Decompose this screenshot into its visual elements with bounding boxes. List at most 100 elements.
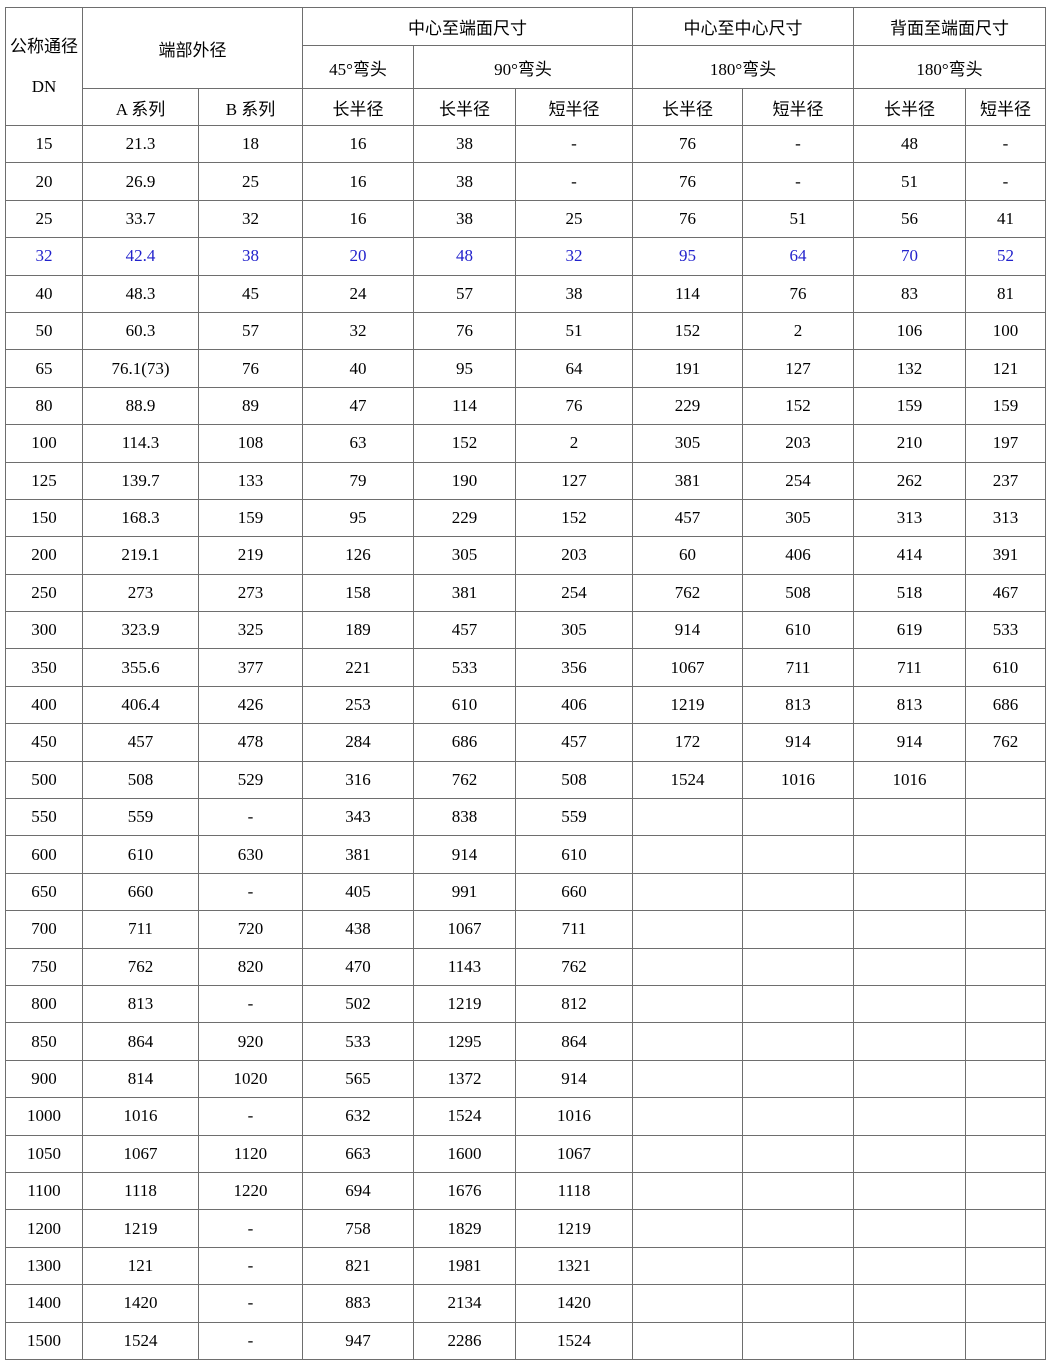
value-cell: 221: [302, 648, 414, 687]
value-cell: 381: [302, 835, 414, 874]
value-cell: 121: [82, 1246, 199, 1286]
value-cell: [965, 1246, 1046, 1286]
table-row: 400 406.4 426 253 610 406 1219 813 813 686: [5, 685, 1046, 725]
header-elbow-45: 45°弯头: [302, 45, 414, 89]
value-cell: 38: [413, 199, 516, 239]
value-cell: 438: [302, 910, 414, 949]
value-cell: -: [198, 1284, 303, 1323]
value-cell: [853, 947, 966, 986]
value-cell: 610: [413, 685, 516, 725]
value-cell: 305: [742, 498, 854, 538]
table-row: 50 60.3 57 32 76 51 152 2 106 100: [5, 311, 1046, 351]
value-cell: [965, 947, 1046, 986]
value-cell: 313: [965, 498, 1046, 538]
value-cell: [742, 1209, 854, 1248]
value-cell: 467: [965, 573, 1046, 613]
value-cell: 1600: [413, 1134, 516, 1173]
value-cell: 883: [302, 1284, 414, 1323]
value-cell: 60.3: [82, 311, 199, 351]
value-cell: 47: [302, 386, 414, 426]
value-cell: 51: [515, 311, 633, 351]
value-cell: 820: [198, 947, 303, 986]
value-cell: 1016: [82, 1097, 199, 1136]
value-cell: 38: [198, 237, 303, 276]
value-cell: [853, 910, 966, 949]
value-cell: 1321: [515, 1246, 633, 1286]
value-cell: [742, 1059, 854, 1099]
value-cell: 76: [515, 386, 633, 426]
value-cell: 48: [853, 124, 966, 164]
value-cell: -: [965, 162, 1046, 201]
header-180b-short-radius: 短半径: [965, 88, 1046, 126]
value-cell: [853, 1246, 966, 1286]
dn-cell: 750: [5, 947, 83, 986]
value-cell: [632, 910, 743, 949]
value-cell: 76: [632, 199, 743, 239]
header-180b-long-radius: 长半径: [853, 88, 966, 126]
value-cell: [965, 1059, 1046, 1099]
value-cell: 821: [302, 1246, 414, 1286]
table-row: 1050 1067 1120 663 1600 1067: [5, 1134, 1046, 1173]
pipe-elbow-dimension-table: 公称通径 DN 端部外径 中心至端面尺寸 中心至中心尺寸 背面至端面尺寸 45°…: [5, 7, 1046, 1360]
value-cell: 63: [302, 424, 414, 463]
value-cell: [632, 798, 743, 837]
value-cell: 533: [965, 611, 1046, 650]
value-cell: 25: [515, 199, 633, 239]
value-cell: 114: [632, 274, 743, 313]
value-cell: 508: [82, 760, 199, 800]
table-row: 200 219.1 219 126 305 203 60 406 414 391: [5, 536, 1046, 575]
dn-cell: 250: [5, 573, 83, 613]
value-cell: 172: [632, 723, 743, 762]
value-cell: 1067: [515, 1134, 633, 1173]
header-end-outer-diameter: 端部外径: [82, 7, 303, 89]
value-cell: 158: [302, 573, 414, 613]
value-cell: 533: [302, 1022, 414, 1061]
value-cell: [632, 1246, 743, 1286]
value-cell: 406.4: [82, 685, 199, 725]
value-cell: 405: [302, 872, 414, 912]
dn-cell: 700: [5, 910, 83, 949]
value-cell: [632, 1209, 743, 1248]
value-cell: 229: [632, 386, 743, 426]
value-cell: 1420: [82, 1284, 199, 1323]
table-row: 650 660-405 991 660: [5, 872, 1046, 912]
value-cell: 127: [742, 349, 854, 388]
header-180c-long-radius: 长半径: [632, 88, 743, 126]
value-cell: 190: [413, 461, 516, 500]
value-cell: 813: [82, 984, 199, 1024]
value-cell: [965, 1134, 1046, 1173]
value-cell: 2: [742, 311, 854, 351]
value-cell: 42.4: [82, 237, 199, 276]
value-cell: 305: [413, 536, 516, 575]
value-cell: 38: [413, 124, 516, 164]
value-cell: 508: [515, 760, 633, 800]
value-cell: 305: [632, 424, 743, 463]
value-cell: 2286: [413, 1321, 516, 1360]
header-180c-short-radius: 短半径: [742, 88, 854, 126]
value-cell: 133: [198, 461, 303, 500]
value-cell: 273: [82, 573, 199, 613]
value-cell: 355.6: [82, 648, 199, 687]
dn-cell: 350: [5, 648, 83, 687]
value-cell: 189: [302, 611, 414, 650]
value-cell: 1524: [413, 1097, 516, 1136]
value-cell: 610: [82, 835, 199, 874]
value-cell: [965, 984, 1046, 1024]
dn-cell: 500: [5, 760, 83, 800]
value-cell: 95: [413, 349, 516, 388]
value-cell: 81: [965, 274, 1046, 313]
value-cell: 52: [965, 237, 1046, 276]
value-cell: 1295: [413, 1022, 516, 1061]
dn-cell: 1200: [5, 1209, 83, 1248]
value-cell: [853, 1171, 966, 1211]
value-cell: 152: [413, 424, 516, 463]
value-cell: [742, 835, 854, 874]
value-cell: 253: [302, 685, 414, 725]
value-cell: 168.3: [82, 498, 199, 538]
value-cell: [965, 1321, 1046, 1360]
value-cell: 1981: [413, 1246, 516, 1286]
header-90-short-radius: 短半径: [515, 88, 633, 126]
value-cell: 152: [742, 386, 854, 426]
value-cell: 381: [413, 573, 516, 613]
value-cell: 457: [515, 723, 633, 762]
